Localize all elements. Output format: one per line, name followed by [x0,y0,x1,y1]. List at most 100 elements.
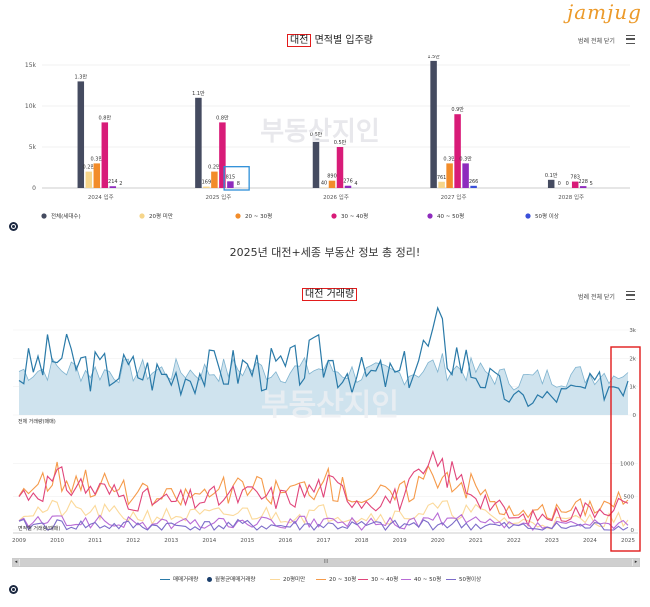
bar-1-0 [85,171,93,188]
bar-0-2 [312,138,320,188]
bar-value-label: 266 [469,179,479,185]
avg-volume-area [19,353,628,415]
bar-value-label: 0.1만 [545,172,558,179]
x-tick-label: 2012 [126,538,140,544]
bar-2-2 [328,180,336,188]
middle-heading: 2025년 대전+세종 부동산 정보 총 정리! [229,246,421,259]
top-x-tick-label: 2028 입주 [558,193,584,201]
bar-value-label: 4 [354,181,357,187]
bar-value-label: 1.5만 [427,55,440,60]
top-y-tick-label: 10k [25,103,37,110]
area-volume-line-4 [18,449,629,527]
bottom-legend-item-2[interactable]: 20평미만 [270,575,305,583]
x-tick-label: 2018 [355,538,369,544]
x-tick-label: 2022 [507,538,521,544]
bar-value-label: 890 [327,174,337,180]
bottom-legend-item-0[interactable]: 매매거래량 [160,575,198,583]
title-rest: 면적별 입주량 [311,35,373,46]
legend-label: 매매거래량 [173,577,199,583]
chart-scrollbar[interactable]: ◂ ▸ III [12,558,640,567]
upper-panel-label: 전체 거래량(매매) [18,418,56,425]
bar-value-label: 0.2만 [208,164,221,171]
bar-value-label: 0.6만 [310,131,323,138]
legend-label: 20평미만 [283,577,306,583]
bar-2-1 [211,171,218,188]
area-volume-line-5 [18,511,629,531]
top-x-tick-label: 2024 입주 [88,193,114,201]
bar-value-label: 0 [566,181,569,187]
bottom-legend-item-5[interactable]: 40 ~ 50평 [401,575,441,583]
x-tick-label: 2015 [240,538,254,544]
legend-label-3: 30 ~ 40평 [341,213,368,220]
legend-dot-1 [139,213,145,219]
x-tick-label: 2021 [469,538,483,544]
lower-panel-label: 면적별 거래량(매매) [18,525,60,532]
bar-value-label: 2 [119,181,122,187]
upper-y-tick-label: 0 [633,413,637,419]
legend-label-0: 전체(세대수) [51,212,81,220]
bar-2-0 [93,163,101,188]
bottom-legend-item-6[interactable]: 50평이상 [446,575,481,583]
area-volume-line-3 [18,461,629,521]
x-tick-label: 2013 [164,538,178,544]
top-menu-icon[interactable] [626,35,635,44]
bottom-site-logo-icon [9,585,18,594]
bar-value-label: 5 [590,181,593,187]
legend-swatch-icon [446,578,456,581]
x-tick-label: 2025 [621,538,635,544]
bar-4-3 [462,163,469,188]
scroll-left-button[interactable]: ◂ [13,559,19,566]
legend-dot-4 [427,213,433,219]
bottom-chart-title: 대전 거래량 [302,285,358,301]
legend-dot-3 [331,213,337,219]
sales-volume-line [18,306,629,408]
legend-swatch-icon [207,577,212,582]
bottom-legend-toggle-button[interactable]: 범례 전체 닫기 [578,294,615,301]
x-tick-label: 2017 [317,538,331,544]
bottom-legend-item-3[interactable]: 20 ~ 30평 [316,575,356,583]
top-site-logo-icon [9,222,18,231]
bar-value-label: 0.3만 [91,155,104,162]
top-y-tick-label: 15k [25,62,37,69]
bar-4-2 [344,185,352,188]
legend-swatch-icon [316,578,326,581]
bar-value-label: 169 [202,180,212,186]
bottom-legend-item-4[interactable]: 30 ~ 40평 [358,575,398,583]
bar-0-4 [547,179,555,188]
bar-3-0 [101,122,109,188]
bar-3-2 [336,147,344,188]
legend-dot-2 [235,213,241,219]
top-x-tick-label: 2026 입주 [323,193,349,201]
bar-value-label: 0.3만 [459,155,472,162]
x-tick-label: 2020 [431,538,445,544]
legend-label-2: 20 ~ 30평 [245,213,272,220]
bottom-legend-item-1[interactable]: 월평균매매거래량 [207,575,255,583]
scroll-right-button[interactable]: ▸ [633,559,639,566]
bar-value-label: 0.8만 [99,114,112,121]
legend-label: 월평균매매거래량 [215,577,256,583]
upper-y-tick-label: 2k [629,356,636,362]
bar-3-1 [219,122,226,188]
bottom-title-highlight: 대전 거래량 [302,288,358,301]
bar-value-label: 783 [570,175,580,181]
legend-dot-0 [41,213,47,219]
bottom-menu-icon[interactable] [626,291,635,300]
x-tick-label: 2023 [545,538,559,544]
bar-4-1 [227,181,234,188]
area-volume-line-6 [18,518,629,531]
legend-swatch-icon [401,578,411,581]
bar-value-label: 8 [237,181,240,187]
bar-5-3 [470,185,477,188]
bar-value-label: 1.1만 [192,90,205,97]
top-bar-chart: 0 5k 10k 15k 1.3만 0.2만 0.3만 0.8만 214 2 2024 입주 1.1만… [25,55,630,220]
x-tick-label: 2010 [50,538,64,544]
bar-value-label: 1.3만 [75,73,88,80]
bar-value-label: 40 [321,181,327,187]
recent-highlight-box [610,346,641,552]
legend-label: 30 ~ 40평 [371,577,399,583]
top-legend-toggle-button[interactable]: 범례 전체 닫기 [578,38,615,45]
scroll-thumb[interactable]: III [20,559,632,566]
x-tick-label: 2024 [583,538,597,544]
bar-3-4 [571,181,579,188]
legend-label: 50평이상 [459,577,482,583]
